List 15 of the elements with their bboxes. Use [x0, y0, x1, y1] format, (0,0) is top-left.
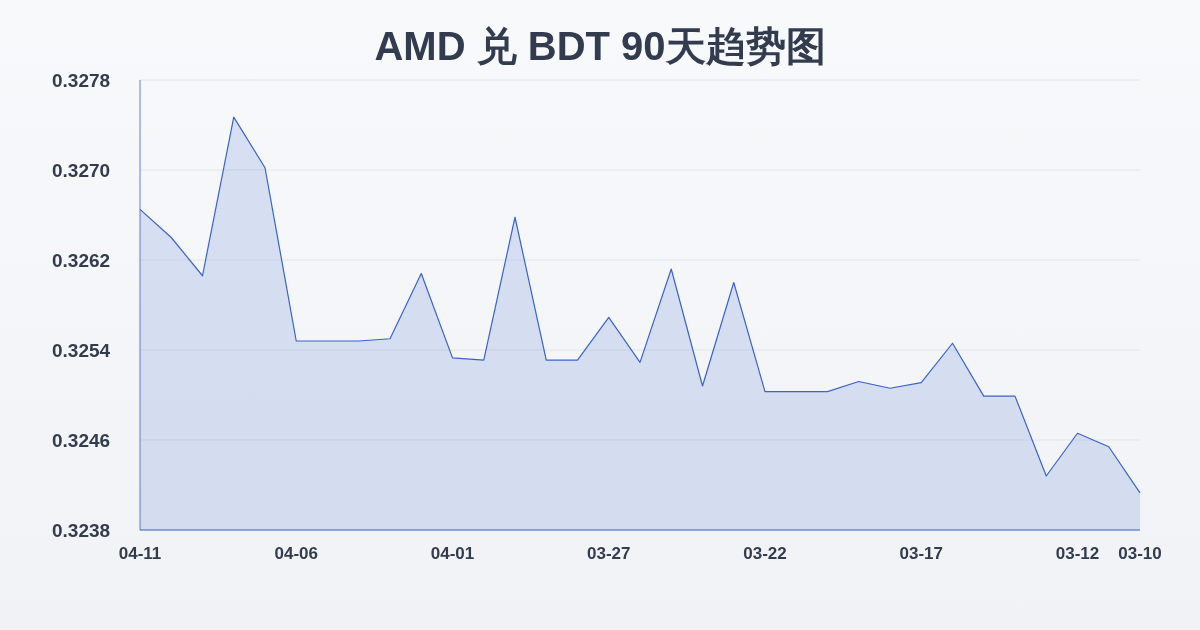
y-tick-label: 0.3238 [52, 519, 111, 541]
y-tick-label: 0.3262 [52, 249, 111, 271]
y-tick-label: 0.3278 [52, 69, 111, 91]
x-tick-label: 03-12 [1055, 544, 1100, 563]
y-tick-label: 0.3246 [52, 429, 111, 451]
x-tick-label: 04-06 [274, 544, 318, 563]
x-tick-label: 03-17 [899, 544, 943, 563]
x-tick-label: 03-10 [1118, 544, 1162, 563]
y-tick-label: 0.3270 [52, 159, 111, 181]
x-tick-label: 04-11 [118, 544, 162, 563]
x-tick-label: 04-01 [430, 544, 475, 563]
y-tick-label: 0.3254 [52, 339, 111, 361]
x-tick-label: 03-22 [743, 544, 787, 563]
x-tick-label: 03-27 [587, 544, 631, 563]
chart-title: AMD 兑 BDT 90天趋势图 [374, 24, 826, 68]
